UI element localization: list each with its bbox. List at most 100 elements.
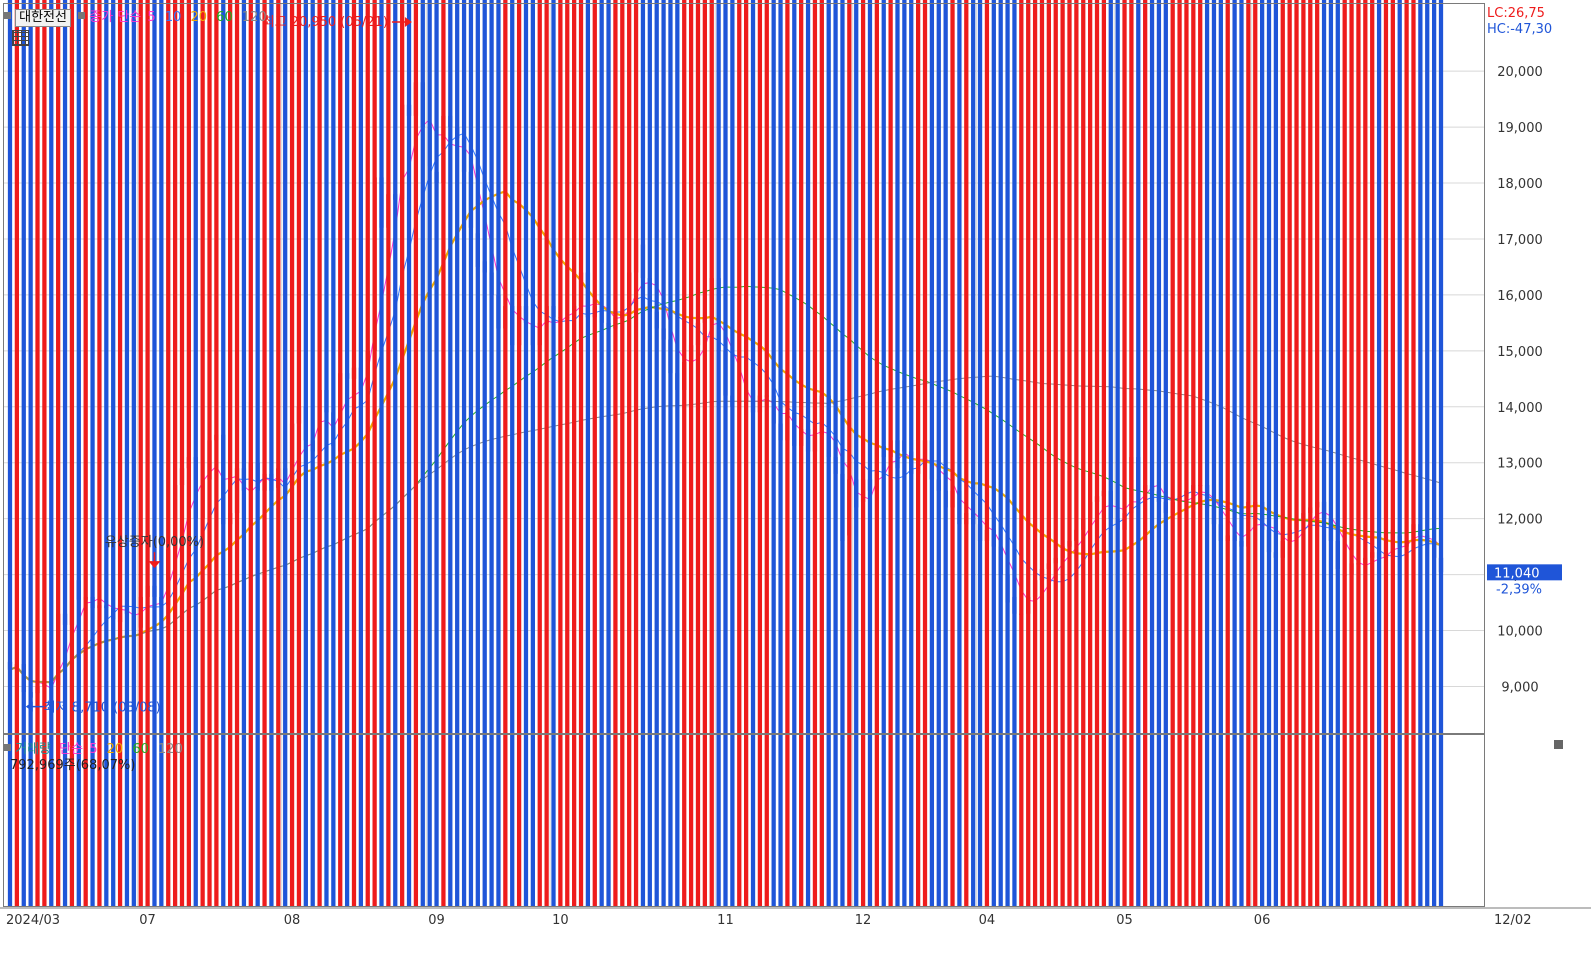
volume-bar[interactable] — [276, 0, 281, 906]
volume-bar[interactable] — [331, 0, 336, 906]
volume-bar[interactable] — [847, 0, 852, 906]
volume-bar[interactable] — [599, 0, 604, 906]
volume-bar[interactable] — [1149, 0, 1155, 906]
volume-bar[interactable] — [744, 0, 749, 906]
volume-bar[interactable] — [1136, 0, 1141, 906]
volume-bar[interactable] — [874, 0, 879, 906]
volume-bar[interactable] — [344, 0, 350, 906]
volume-bar[interactable] — [248, 0, 253, 906]
volume-bar[interactable] — [455, 0, 460, 906]
volume-bar[interactable] — [138, 0, 143, 906]
volume-bar[interactable] — [152, 0, 157, 906]
volume-bar[interactable] — [49, 0, 54, 906]
volume-bar[interactable] — [1101, 0, 1107, 906]
volume-bar[interactable] — [221, 0, 226, 906]
volume-bar[interactable] — [764, 0, 769, 906]
volume-bar[interactable] — [1067, 0, 1072, 906]
volume-bar[interactable] — [1191, 0, 1196, 906]
volume-bar[interactable] — [166, 0, 171, 906]
volume-bar[interactable] — [413, 0, 419, 906]
volume-bar[interactable] — [675, 0, 680, 906]
volume-bar[interactable] — [468, 0, 474, 906]
volume-bar[interactable] — [269, 0, 274, 906]
volume-bar[interactable] — [1060, 0, 1065, 906]
volume-bar[interactable] — [234, 0, 240, 906]
volume-bar[interactable] — [688, 0, 694, 906]
volume-bar[interactable] — [819, 0, 824, 906]
volume-bar[interactable] — [971, 0, 976, 906]
volume-bar[interactable] — [21, 0, 26, 906]
volume-bar[interactable] — [854, 0, 859, 906]
volume-bar[interactable] — [83, 0, 88, 906]
volume-bar[interactable] — [826, 0, 831, 906]
volume-bar[interactable] — [881, 0, 886, 906]
volume-bar[interactable] — [510, 0, 515, 906]
volume-bar[interactable] — [241, 0, 247, 906]
volume-bar[interactable] — [565, 0, 570, 906]
volume-bar[interactable] — [799, 0, 804, 906]
volume-bar[interactable] — [516, 0, 522, 906]
volume-bar[interactable] — [1287, 0, 1292, 906]
volume-bar[interactable] — [1081, 0, 1086, 906]
volume-bar[interactable] — [1225, 0, 1230, 906]
volume-bar[interactable] — [1356, 0, 1361, 906]
volume-bar[interactable] — [668, 0, 673, 906]
volume-bar[interactable] — [977, 0, 983, 906]
volume-bar[interactable] — [1019, 0, 1024, 906]
volume-bar[interactable] — [929, 0, 935, 906]
volume-bar[interactable] — [895, 0, 900, 906]
volume-bar[interactable] — [131, 0, 136, 906]
volume-bar[interactable] — [902, 0, 907, 906]
volume-bar[interactable] — [922, 0, 928, 906]
volume-bar[interactable] — [1108, 0, 1113, 906]
volume-bar[interactable] — [97, 0, 102, 906]
volume-bar[interactable] — [289, 0, 295, 906]
volume-bar[interactable] — [62, 0, 68, 906]
volume-bar[interactable] — [124, 0, 130, 906]
volume-bar[interactable] — [214, 0, 219, 906]
volume-bar[interactable] — [682, 0, 687, 906]
volume-bar[interactable] — [1026, 0, 1031, 906]
volume-bar[interactable] — [324, 0, 329, 906]
volume-bar[interactable] — [730, 0, 735, 906]
volume-bar[interactable] — [14, 0, 20, 906]
volume-bar[interactable] — [792, 0, 797, 906]
volume-bar[interactable] — [1273, 0, 1279, 907]
volume-bar[interactable] — [757, 0, 763, 906]
volume-bar[interactable] — [76, 0, 81, 906]
volume-bar[interactable] — [778, 0, 783, 906]
volume-bar[interactable] — [984, 0, 990, 906]
volume-bar[interactable] — [365, 0, 370, 906]
volume-bar[interactable] — [406, 0, 412, 906]
volume-bar[interactable] — [193, 0, 198, 906]
volume-bar[interactable] — [303, 0, 308, 906]
volume-bar[interactable] — [964, 0, 969, 906]
volume-bar[interactable] — [551, 0, 556, 906]
volume-bar[interactable] — [1232, 0, 1237, 906]
volume-bar[interactable] — [867, 0, 873, 906]
volume-bar[interactable] — [1259, 0, 1265, 906]
volume-bar[interactable] — [1390, 0, 1395, 906]
volume-bar[interactable] — [1280, 0, 1285, 906]
volume-bar[interactable] — [448, 0, 453, 906]
volume-bar[interactable] — [1163, 0, 1168, 906]
stock-name[interactable]: 대한전선 — [15, 9, 71, 27]
volume-bar[interactable] — [936, 0, 941, 906]
volume-bar[interactable] — [523, 0, 529, 906]
volume-bar[interactable] — [386, 0, 391, 906]
volume-bar[interactable] — [1129, 0, 1134, 906]
volume-bar[interactable] — [1438, 0, 1444, 906]
volume-bar[interactable] — [482, 0, 487, 906]
volume-bar[interactable] — [427, 0, 432, 906]
volume-bar[interactable] — [1053, 0, 1058, 906]
volume-bar[interactable] — [702, 0, 707, 906]
volume-bar[interactable] — [200, 0, 205, 906]
volume-bar[interactable] — [613, 0, 618, 906]
volume-bar[interactable] — [159, 0, 164, 906]
volume-bar[interactable] — [489, 0, 494, 906]
volume-bar[interactable] — [207, 0, 212, 906]
volume-bar[interactable] — [785, 0, 790, 906]
volume-bar[interactable] — [7, 0, 13, 906]
volume-bar[interactable] — [1115, 0, 1120, 906]
volume-bar[interactable] — [1376, 0, 1382, 906]
